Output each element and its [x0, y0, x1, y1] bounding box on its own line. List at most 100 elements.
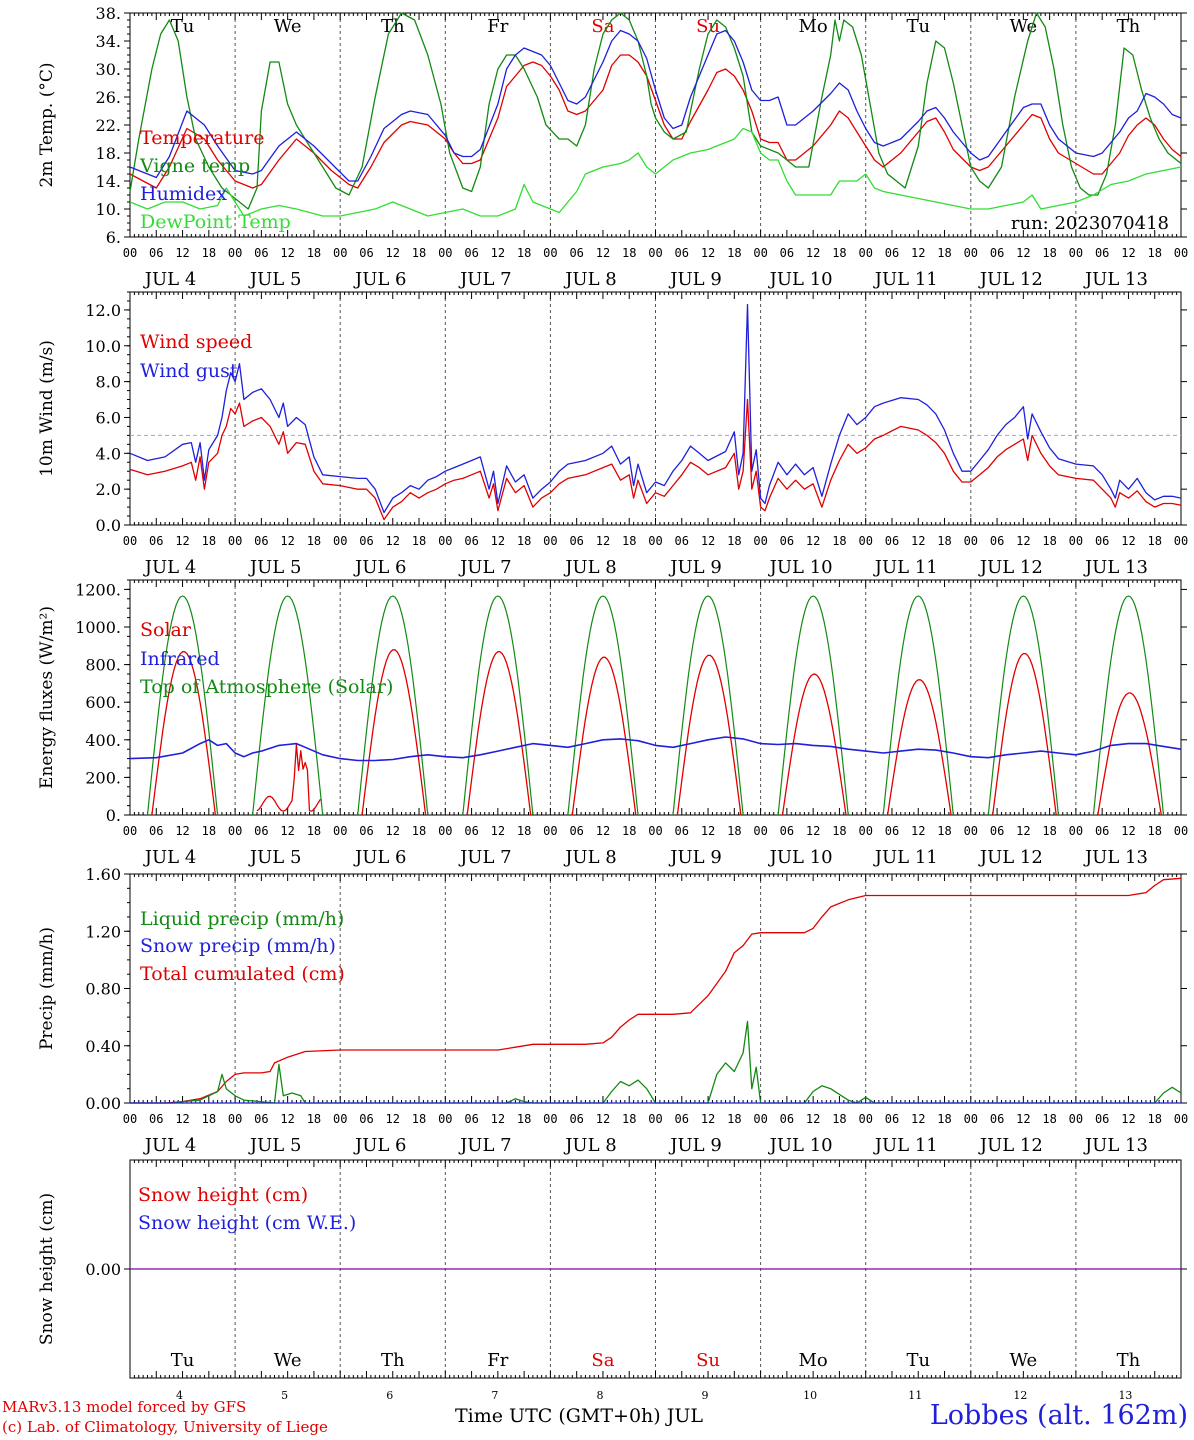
hour-tick-label: 06	[569, 824, 583, 838]
y-axis-label: 10m Wind (m/s)	[37, 340, 57, 477]
hour-tick-label: 18	[517, 1112, 531, 1126]
series-line-1	[129, 303, 1182, 514]
day-date-label: JUL 7	[458, 847, 512, 868]
solar-line	[361, 649, 427, 816]
hour-tick-label: 18	[1147, 1112, 1161, 1126]
hour-tick-label: 00	[333, 246, 347, 260]
day-date-label: JUL 4	[143, 847, 197, 868]
run-annotation: run: 2023070418	[1011, 213, 1169, 234]
day-of-month-label: 7	[491, 1389, 498, 1400]
hour-tick-label: 06	[1095, 1112, 1109, 1126]
hour-tick-label: 00	[648, 1112, 662, 1126]
hour-tick-label: 00	[753, 534, 767, 548]
weekday-label: Mo	[799, 1350, 828, 1371]
hour-tick-label: 12	[280, 246, 294, 260]
toa-solar-line	[357, 595, 429, 816]
weekday-label: Mo	[799, 16, 828, 37]
hour-tick-label: 00	[964, 824, 978, 838]
y-tick-label: 0.80	[85, 980, 121, 999]
hour-tick-label: 06	[780, 824, 794, 838]
day-date-label: JUL 6	[353, 557, 407, 578]
hour-tick-label: 06	[780, 1112, 794, 1126]
hour-tick-label: 12	[806, 246, 820, 260]
toa-solar-line	[672, 595, 744, 816]
hour-tick-label: 00	[648, 534, 662, 548]
hour-tick-label: 06	[254, 246, 268, 260]
hour-tick-label: 00	[543, 1112, 557, 1126]
hour-tick-label: 06	[464, 824, 478, 838]
hour-tick-label: 06	[569, 1112, 583, 1126]
day-date-label: JUL 6	[353, 847, 407, 868]
lab-credit: (c) Lab. of Climatology, University of L…	[2, 1418, 328, 1436]
y-tick-label: 600.	[85, 693, 121, 712]
day-of-month-label: 12	[1013, 1389, 1027, 1400]
hour-tick-label: 06	[990, 1112, 1004, 1126]
day-date-label: JUL 13	[1083, 847, 1148, 868]
hour-tick-label: 18	[727, 824, 741, 838]
hour-tick-label: 00	[1174, 1112, 1188, 1126]
hour-tick-label: 06	[675, 534, 689, 548]
hour-tick-label: 12	[1121, 534, 1135, 548]
hour-tick-label: 12	[911, 1112, 925, 1126]
y-tick-label: 0.0	[96, 516, 121, 535]
hour-tick-label: 18	[307, 534, 321, 548]
legend-entry: Vigne temp	[139, 155, 250, 177]
hour-tick-label: 12	[596, 824, 610, 838]
day-of-month-label: 4	[176, 1389, 183, 1400]
weekday-label: Tu	[906, 1350, 930, 1371]
day-date-label: JUL 12	[978, 269, 1043, 290]
hour-tick-label: 12	[1121, 824, 1135, 838]
hour-tick-label: 06	[569, 534, 583, 548]
hour-tick-label: 12	[806, 1112, 820, 1126]
day-of-month-label: 13	[1118, 1389, 1132, 1400]
hour-tick-label: 00	[648, 824, 662, 838]
y-axis-label: 2m Temp. (°C)	[37, 62, 57, 187]
solar-line	[466, 651, 532, 816]
hour-tick-label: 12	[491, 246, 505, 260]
hour-tick-label: 18	[727, 1112, 741, 1126]
y-tick-label: 1000.	[75, 618, 121, 637]
hour-tick-label: 18	[832, 824, 846, 838]
hour-tick-label: 00	[123, 1112, 137, 1126]
hour-tick-label: 12	[491, 1112, 505, 1126]
y-tick-label: 26.	[96, 88, 121, 107]
day-date-label: JUL 5	[248, 269, 302, 290]
hour-tick-label: 06	[464, 246, 478, 260]
hour-tick-label: 00	[123, 246, 137, 260]
hour-tick-label: 06	[359, 1112, 373, 1126]
hour-tick-label: 00	[123, 824, 137, 838]
y-tick-label: 22.	[96, 116, 121, 135]
legend-entry: Liquid precip (mm/h)	[140, 908, 344, 930]
day-date-label: JUL 11	[873, 557, 938, 578]
hour-tick-label: 12	[386, 534, 400, 548]
day-of-month-label: 5	[281, 1389, 288, 1400]
day-date-label: JUL 13	[1083, 269, 1148, 290]
hour-tick-label: 12	[1121, 1112, 1135, 1126]
y-tick-label: 6.	[106, 228, 121, 247]
y-tick-label: 400.	[85, 731, 121, 750]
day-date-label: JUL 9	[668, 557, 722, 578]
hour-tick-label: 12	[1016, 824, 1030, 838]
hour-tick-label: 00	[1069, 1112, 1083, 1126]
hour-tick-label: 12	[1016, 246, 1030, 260]
day-of-month-label: 11	[908, 1389, 922, 1400]
hour-tick-label: 06	[1095, 824, 1109, 838]
day-of-month-label: 10	[803, 1389, 817, 1400]
hour-tick-label: 18	[1042, 1112, 1056, 1126]
hour-tick-label: 18	[832, 246, 846, 260]
hour-tick-label: 18	[1042, 246, 1056, 260]
hour-tick-label: 00	[438, 1112, 452, 1126]
hour-tick-label: 12	[701, 824, 715, 838]
hour-tick-label: 18	[937, 824, 951, 838]
y-tick-label: 12.0	[85, 301, 121, 320]
hour-tick-label: 06	[464, 534, 478, 548]
y-tick-label: 0.00	[85, 1094, 121, 1113]
hour-tick-label: 12	[491, 824, 505, 838]
hour-tick-label: 18	[727, 534, 741, 548]
hour-tick-label: 12	[1016, 1112, 1030, 1126]
legend-entry: Snow height (cm)	[138, 1184, 308, 1206]
day-date-label: JUL 10	[768, 847, 833, 868]
day-of-month-label: 8	[596, 1389, 603, 1400]
hour-tick-label: 06	[780, 534, 794, 548]
day-date-label: JUL 10	[768, 557, 833, 578]
